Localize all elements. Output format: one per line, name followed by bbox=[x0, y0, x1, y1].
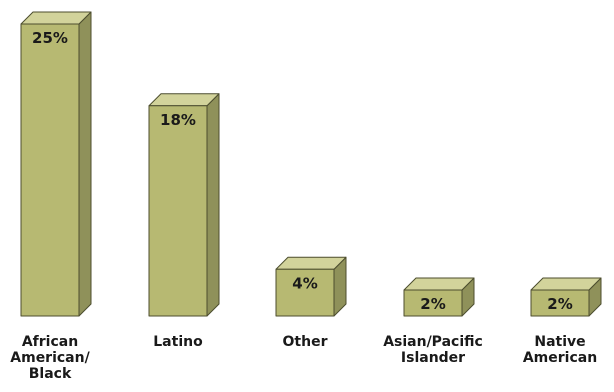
data-label-1: 18% bbox=[160, 111, 196, 129]
bar-side-1 bbox=[206, 93, 220, 317]
data-label-3: 2% bbox=[420, 295, 445, 313]
category-label-1: Latino bbox=[153, 334, 203, 350]
bar-top-2 bbox=[275, 256, 347, 270]
data-label-2: 4% bbox=[292, 274, 317, 292]
bar-top-4 bbox=[530, 277, 602, 291]
category-label-4: Native American bbox=[522, 334, 598, 366]
data-label-0: 25% bbox=[32, 29, 68, 47]
bar-front-0 bbox=[20, 23, 80, 317]
bar-front-1 bbox=[148, 105, 208, 317]
bar-top-0 bbox=[20, 11, 92, 25]
category-label-0: African American/ Black bbox=[10, 334, 90, 382]
bar-side-0 bbox=[78, 11, 92, 317]
bar-front-3 bbox=[403, 289, 463, 317]
category-label-2: Other bbox=[282, 334, 328, 350]
category-label-3: Asian/Pacific Islander bbox=[383, 334, 483, 366]
bar-top-1 bbox=[148, 93, 220, 107]
bar-top-3 bbox=[403, 277, 475, 291]
data-label-4: 2% bbox=[547, 295, 572, 313]
bar-front-2 bbox=[275, 268, 335, 317]
bar-front-4 bbox=[530, 289, 590, 317]
